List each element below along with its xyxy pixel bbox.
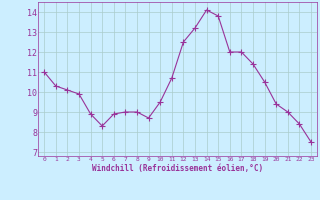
X-axis label: Windchill (Refroidissement éolien,°C): Windchill (Refroidissement éolien,°C) [92,164,263,173]
